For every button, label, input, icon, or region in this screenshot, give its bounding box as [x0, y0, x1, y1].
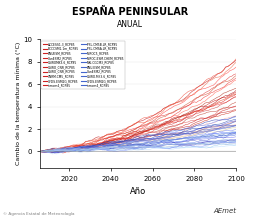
Text: AEmet: AEmet	[213, 208, 236, 214]
Text: © Agencia Estatal de Meteorología: © Agencia Estatal de Meteorología	[3, 212, 74, 216]
Y-axis label: Cambio de la temperatura mínima (°C): Cambio de la temperatura mínima (°C)	[15, 42, 21, 165]
Text: ESPAÑA PENINSULAR: ESPAÑA PENINSULAR	[72, 7, 188, 17]
Text: ANUAL: ANUAL	[117, 20, 143, 29]
X-axis label: Año: Año	[130, 187, 146, 196]
Legend: ACCESS1.3_RCP85, BCCCSM1.1m_RCP85, BNUESM_RCP85, CanESM2_RCP85, CSIROMK3.6_RCP85: ACCESS1.3_RCP85, BCCCSM1.1m_RCP85, BNUES…	[41, 41, 125, 89]
